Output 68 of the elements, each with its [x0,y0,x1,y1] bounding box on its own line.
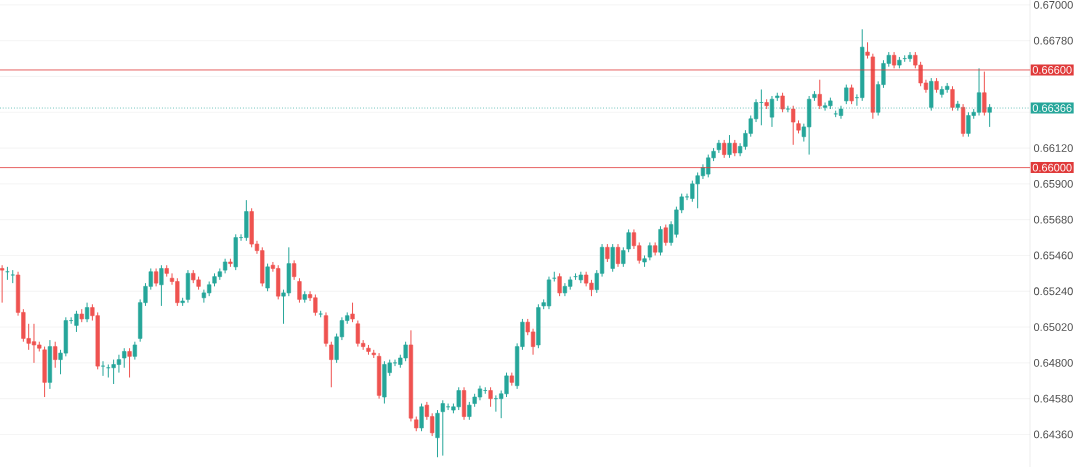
candlestick [722,139,727,159]
y-tick-label: 0.66120 [1033,144,1073,152]
candlestick [164,264,169,278]
candlestick [419,403,424,432]
candlestick [127,347,132,378]
candlestick [817,79,822,110]
y-tick-label: 0.64800 [1033,358,1073,367]
candlestick [626,228,631,253]
candlestick [653,241,658,256]
candlestick [297,277,302,304]
candlestick [870,53,875,120]
y-tick-label: 0.67000 [1033,0,1073,9]
candlestick [780,92,785,113]
ref-line-label: 0.66000 [1032,163,1072,172]
candlestick [302,290,307,304]
candlestick [536,303,541,349]
candlestick [100,360,106,377]
candlestick [642,254,647,268]
candlestick [122,347,127,369]
candlestick [764,98,769,110]
candlestick [414,416,419,432]
candlestick [467,401,472,421]
y-tick-label: 0.65240 [1033,287,1073,296]
y-tick-label: 0.65680 [1033,215,1073,224]
candlestick [10,269,15,284]
candlestick [180,297,185,307]
candlestick [578,271,583,284]
candlestick [329,341,334,388]
candlestick [865,41,870,60]
y-tick-label: 0.65900 [1033,179,1073,188]
candlestick [934,77,939,94]
y-tick-label: 0.65460 [1033,251,1073,260]
y-tick-label: 0.65020 [1033,323,1073,331]
candlestick [791,105,796,146]
candlestick [488,386,493,408]
candlestick [663,224,668,247]
candlestick [371,349,376,359]
candlestick [812,90,817,102]
candlestick [265,263,270,292]
candlestick [621,246,626,268]
candlestick [732,139,737,157]
candlestick [228,258,233,268]
candlestick [658,225,663,256]
candlestick [0,264,5,304]
candlestick [509,372,514,387]
candlestick [982,71,987,117]
candlestick [849,84,854,105]
candlestick [435,409,440,458]
y-tick-label: 0.64580 [1033,394,1073,403]
y-tick-label: 0.66780 [1033,36,1073,45]
candlestick [796,119,801,134]
candlestick [775,92,780,102]
candlestick [605,243,610,263]
candlestick [950,85,955,112]
ref-line-label: 0.66600 [1032,66,1072,74]
candlestick [844,84,849,105]
candlestick [53,341,58,369]
candlestick [42,346,47,398]
candlestick [897,56,902,69]
candlestick [610,243,615,273]
candlestick [727,134,732,159]
candlestick [557,272,562,297]
ref-line-label: 0.66366 [1032,104,1072,112]
candlestick [366,344,371,356]
y-tick-label: 0.64360 [1033,430,1073,439]
candlestick [79,308,84,323]
candlestick [159,264,164,307]
candlestick [350,302,355,323]
